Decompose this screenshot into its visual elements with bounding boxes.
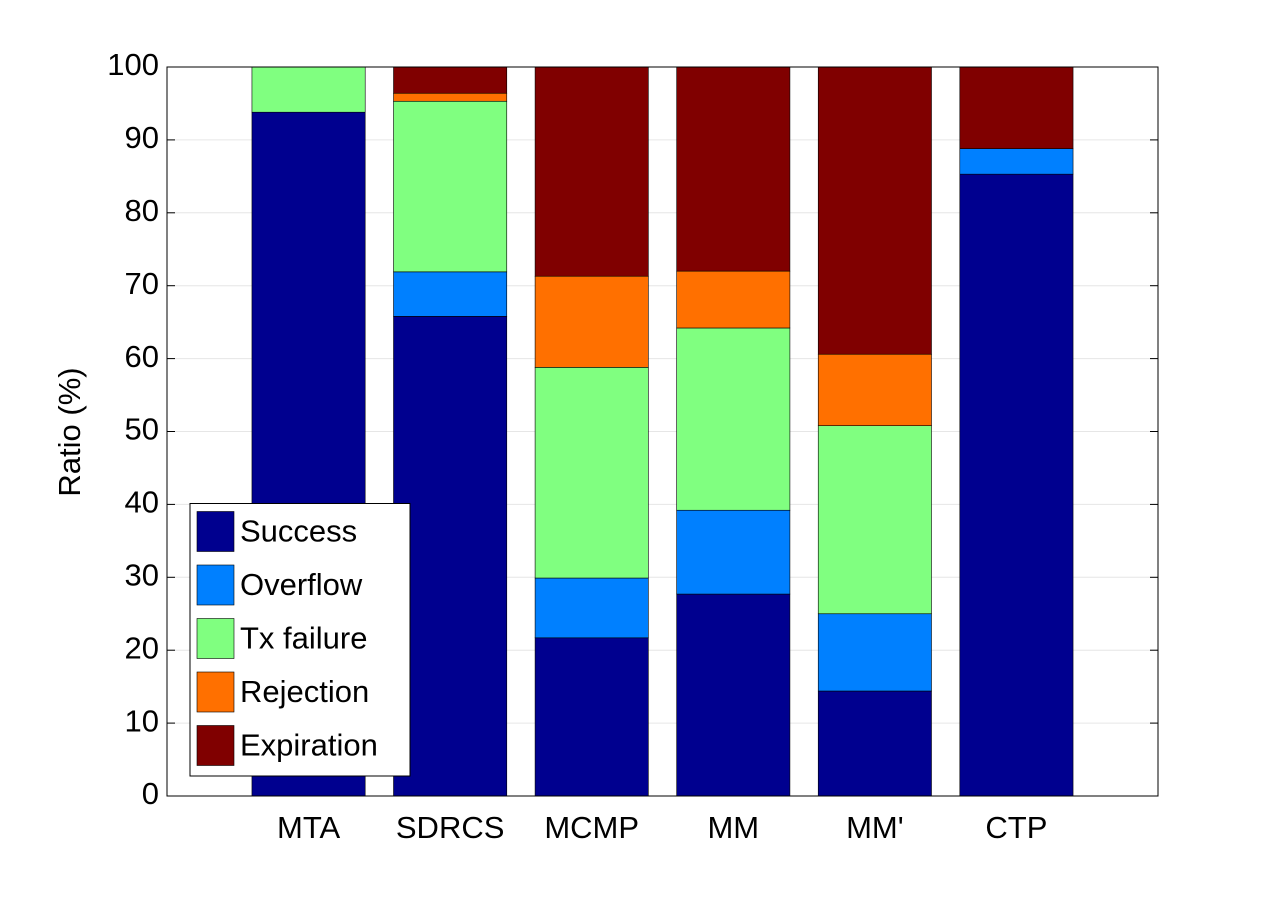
- y-tick-label: 40: [125, 485, 159, 520]
- bar-segment: [817, 425, 932, 615]
- bar-segment: [534, 275, 649, 368]
- x-tick-label: MM: [707, 810, 759, 845]
- x-tick-label: MCMP: [544, 810, 639, 845]
- y-tick-label: 60: [125, 339, 159, 374]
- bar-segment: [251, 66, 366, 113]
- x-tick-label: MTA: [277, 810, 340, 845]
- legend-label: Rejection: [240, 674, 369, 709]
- bar-segment: [676, 327, 791, 511]
- x-tick-label: SDRCS: [396, 810, 505, 845]
- legend-swatch: [196, 564, 235, 606]
- legend-swatch: [196, 671, 235, 713]
- y-tick-label: 80: [125, 193, 159, 228]
- plot-frame: [166, 66, 1159, 797]
- legend-label: Expiration: [240, 728, 378, 763]
- bar-segment: [676, 593, 791, 797]
- bar-segment: [817, 690, 932, 797]
- bar-segment: [676, 270, 791, 329]
- legend-label: Success: [240, 514, 357, 549]
- bar-segment: [959, 173, 1074, 797]
- bar-segment: [959, 66, 1074, 149]
- y-tick-label: 90: [125, 120, 159, 155]
- bar-segment: [534, 637, 649, 797]
- y-tick-label: 10: [125, 703, 159, 738]
- bar-segment: [817, 353, 932, 426]
- x-tick-label: CTP: [985, 810, 1047, 845]
- bar-segment: [817, 66, 932, 355]
- legend-swatch: [196, 511, 235, 552]
- y-tick-label: 30: [125, 557, 159, 592]
- bar-segment: [959, 148, 1074, 175]
- legend-swatch: [196, 618, 235, 659]
- bar-segment: [817, 613, 932, 692]
- bar-segment: [393, 66, 508, 94]
- bar-segment: [534, 577, 649, 639]
- y-axis-label: Ratio (%): [52, 367, 87, 496]
- legend-swatch: [196, 725, 235, 766]
- bar-segment: [676, 509, 791, 595]
- y-tick-label: 50: [125, 412, 159, 447]
- bar-segment: [393, 100, 508, 273]
- y-tick-label: 70: [125, 266, 159, 301]
- bar-segment: [534, 367, 649, 579]
- y-tick-label: 0: [142, 776, 159, 811]
- bar-segment: [393, 92, 508, 102]
- bar-segment: [393, 316, 508, 797]
- bar-segment: [676, 66, 791, 272]
- y-tick-label: 100: [107, 47, 159, 82]
- y-tick-label: 20: [125, 630, 159, 665]
- bar-segment: [534, 66, 649, 277]
- legend-label: Overflow: [240, 567, 363, 602]
- x-tick-label: MM': [846, 810, 904, 845]
- legend-label: Tx failure: [240, 621, 367, 656]
- bar-segment: [393, 271, 508, 317]
